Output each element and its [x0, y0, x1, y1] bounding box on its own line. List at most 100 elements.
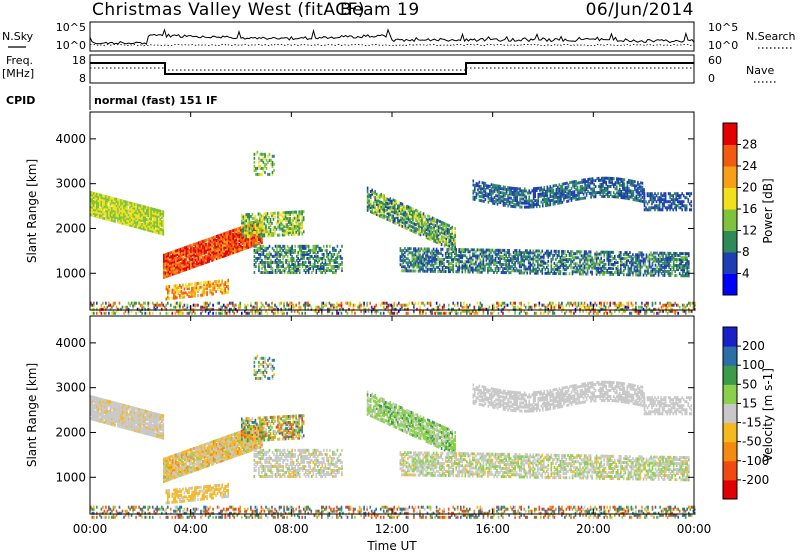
- power-cell: [132, 216, 134, 220]
- power-cell: [668, 257, 670, 261]
- power-cell: [237, 233, 239, 237]
- power-cell: [247, 215, 249, 219]
- power-cell: [97, 215, 100, 219]
- power-cell: [636, 273, 639, 277]
- power-cell: [587, 177, 589, 181]
- power-cell: [292, 271, 295, 274]
- power-cell: [617, 181, 620, 185]
- power-cell: [416, 223, 419, 227]
- power-cell: [608, 195, 610, 198]
- power-cell: [399, 249, 402, 253]
- power-cell: [463, 248, 465, 252]
- power-cell: [663, 257, 666, 261]
- power-cell: [476, 264, 479, 268]
- power-cell: [378, 202, 381, 206]
- power-cell: [190, 252, 192, 256]
- power-cell: [197, 282, 199, 285]
- power-cell: [422, 228, 425, 232]
- power-cell: [203, 247, 206, 251]
- power-cell: [449, 239, 452, 243]
- power-cell: [106, 209, 109, 213]
- power-cell: [443, 222, 446, 226]
- power-cell: [252, 236, 254, 240]
- power-cell: [167, 270, 170, 274]
- power-cell: [246, 242, 248, 246]
- power-cell: [375, 198, 378, 202]
- power-cell: [372, 203, 375, 207]
- power-cell: [265, 162, 268, 166]
- power-cell: [241, 229, 243, 233]
- power-cell: [556, 253, 559, 257]
- power-cell: [224, 291, 226, 295]
- power-cell: [519, 199, 521, 203]
- power-cell: [450, 260, 453, 264]
- power-cell: [442, 237, 444, 241]
- power-cell: [283, 246, 286, 250]
- power-cell: [96, 200, 98, 204]
- power-cell: [551, 198, 553, 202]
- power-cell: [399, 263, 402, 267]
- power-cell: [215, 241, 218, 244]
- power-cell: [681, 266, 684, 270]
- power-cell: [561, 258, 563, 261]
- power-cell: [307, 244, 310, 248]
- power-cell: [541, 249, 544, 253]
- power-cell: [415, 223, 417, 227]
- power-cell: [583, 270, 586, 274]
- power-cell: [378, 204, 381, 208]
- power-cell: [256, 150, 259, 154]
- power-cell: [484, 182, 487, 185]
- power-cell: [606, 194, 609, 198]
- power-cell: [449, 266, 451, 270]
- power-cell: [610, 250, 613, 254]
- power-cell: [499, 258, 501, 262]
- power-cell: [230, 251, 233, 255]
- power-cell: [172, 272, 174, 276]
- power-cell: [425, 217, 428, 221]
- power-cell: [220, 243, 222, 247]
- power-cell: [383, 214, 385, 218]
- power-cell: [523, 271, 525, 275]
- power-cell: [635, 255, 637, 259]
- power-cell: [424, 233, 426, 237]
- power-cell: [288, 246, 290, 250]
- power-cell: [498, 192, 500, 196]
- power-cell: [326, 244, 328, 248]
- power-cell: [448, 244, 450, 248]
- power-cell: [678, 258, 681, 262]
- power-cell: [256, 248, 259, 252]
- power-cell: [235, 236, 238, 239]
- power-cell: [148, 229, 151, 232]
- power-cell: [413, 214, 416, 218]
- power-cell: [132, 220, 134, 224]
- power-cell: [428, 261, 430, 265]
- power-cell: [606, 256, 608, 260]
- power-cell: [582, 180, 585, 184]
- power-cell: [142, 215, 145, 219]
- power-cell: [443, 268, 445, 271]
- power-cell: [218, 233, 221, 237]
- power-cell: [407, 261, 409, 265]
- power-cell: [576, 189, 579, 193]
- power-cell: [268, 152, 271, 156]
- power-cell: [111, 210, 113, 214]
- power-cell: [176, 269, 179, 273]
- power-cell: [290, 228, 293, 232]
- power-cell: [567, 191, 570, 195]
- power-cell: [474, 183, 476, 187]
- power-cell: [565, 260, 568, 264]
- power-cell: [284, 225, 287, 229]
- power-cell: [609, 176, 612, 180]
- power-cell: [542, 194, 544, 198]
- power-cell: [606, 250, 608, 254]
- power-cell: [295, 265, 298, 268]
- power-cell: [267, 172, 269, 176]
- power-cell: [330, 269, 333, 272]
- power-cell: [179, 296, 181, 299]
- power-cell: [153, 230, 155, 234]
- power-cell: [255, 152, 257, 156]
- power-cell: [238, 245, 241, 248]
- power-cell: [520, 269, 522, 273]
- power-cell: [91, 205, 94, 209]
- freq-tick-top: 18: [72, 54, 86, 67]
